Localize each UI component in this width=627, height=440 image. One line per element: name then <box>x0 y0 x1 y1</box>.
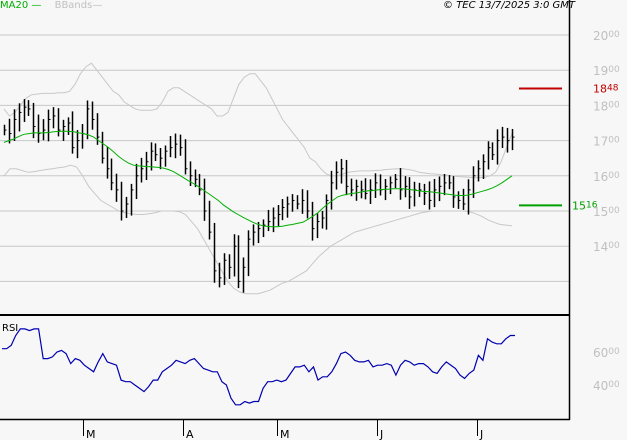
svg-text:M: M <box>280 428 290 440</box>
support-resistance-levels: 1848 1516 <box>519 83 619 212</box>
svg-text:1500: 1500 <box>593 205 620 219</box>
price-gridlines <box>0 34 569 282</box>
svg-text:4000: 4000 <box>593 379 620 393</box>
svg-text:J: J <box>479 428 483 440</box>
legend-bbands: BBands <box>54 0 93 11</box>
copyright-timestamp: © TEC 13/7/2025 3:0 GMT <box>443 0 575 11</box>
svg-text:J: J <box>379 428 383 440</box>
rsi-panel: 6000 4000 <box>2 328 620 406</box>
svg-text:1400: 1400 <box>593 240 620 254</box>
legend-ma20-swatch: — <box>28 0 42 11</box>
rsi-label: RSI <box>2 323 19 334</box>
svg-text:1800: 1800 <box>593 99 620 113</box>
legend-ma20: MA20 <box>0 0 29 11</box>
svg-text:1600: 1600 <box>593 170 620 184</box>
svg-text:1848: 1848 <box>593 83 619 96</box>
legend-bbands-swatch: — <box>92 0 103 11</box>
svg-text:1700: 1700 <box>593 135 620 149</box>
bollinger-bands <box>3 62 513 295</box>
svg-text:M: M <box>86 428 96 440</box>
price-axis-labels: 2000 1900 1800 1700 1600 1500 1400 <box>593 29 620 254</box>
ma20-line <box>3 130 513 228</box>
svg-text:6000: 6000 <box>593 346 620 360</box>
svg-text:1900: 1900 <box>593 64 620 78</box>
svg-text:1516: 1516 <box>572 199 598 212</box>
svg-text:2000: 2000 <box>593 29 620 43</box>
legend: MA20 — BBands— <box>0 0 102 12</box>
svg-text:A: A <box>186 428 194 440</box>
price-bars <box>3 99 515 293</box>
